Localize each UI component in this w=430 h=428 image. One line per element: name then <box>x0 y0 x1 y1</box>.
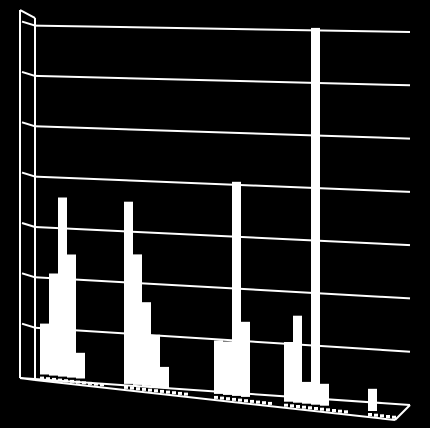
floor-marker <box>338 409 342 413</box>
floor-marker <box>250 399 254 403</box>
floor-marker <box>326 408 330 412</box>
bars <box>40 27 396 419</box>
bar-g1-b3 <box>58 197 67 377</box>
gridline <box>34 74 411 87</box>
bar-g2-b2 <box>133 254 142 385</box>
gridline-depth-tick <box>21 322 36 329</box>
y-axis-depth-line <box>19 9 36 19</box>
floor-marker <box>332 409 336 412</box>
floor-marker <box>226 397 230 401</box>
bar-g4-b2 <box>293 315 302 403</box>
floor-marker <box>392 415 396 419</box>
gridline-depth-tick <box>21 171 36 178</box>
floor-marker <box>178 391 182 395</box>
bar-g4-b4 <box>311 27 320 405</box>
floor-marker <box>124 385 128 389</box>
bar-g2-b3 <box>142 302 151 386</box>
floor-marker <box>380 414 384 418</box>
floor-marker <box>94 382 98 386</box>
floor-marker <box>232 397 236 401</box>
floor-marker <box>100 383 104 387</box>
gridline <box>34 276 411 300</box>
bar-g1-b1 <box>40 323 49 375</box>
floor-marker <box>160 389 164 393</box>
gridline-depth-tick <box>21 70 36 77</box>
floor-marker <box>308 406 312 410</box>
gridlines <box>21 20 411 353</box>
gridline-depth-tick <box>21 121 36 128</box>
bar-g4-b3 <box>302 381 311 404</box>
gridline-depth-tick <box>21 272 36 279</box>
floor-marker <box>314 407 318 410</box>
gridline <box>34 125 411 140</box>
floor-marker <box>136 387 140 391</box>
floor-marker <box>368 413 372 416</box>
gridline <box>34 326 411 353</box>
floor-marker <box>284 403 288 407</box>
floor-marker <box>40 376 44 380</box>
gridline <box>34 175 411 193</box>
gridline-depth-tick <box>21 222 36 228</box>
floor-marker <box>154 389 158 393</box>
floor-marker <box>142 387 146 391</box>
bar-g3-b4 <box>241 321 250 397</box>
bar-g3-b1 <box>214 340 223 394</box>
floor-marker <box>220 396 224 400</box>
gridline-depth-tick <box>21 20 36 27</box>
bar-g1-b5 <box>76 352 85 379</box>
bar-g5-b1 <box>368 388 377 411</box>
floor-marker <box>290 404 294 408</box>
bar-g2-b1 <box>124 201 133 384</box>
floor-marker <box>70 379 74 383</box>
floor-marker <box>302 405 306 409</box>
floor-marker <box>238 398 242 402</box>
bar-g4-b1 <box>284 342 293 402</box>
bar-g1-b4 <box>67 254 76 378</box>
floor-marker <box>386 415 390 418</box>
floor-marker <box>52 377 56 381</box>
bar-g3-b2 <box>223 341 232 395</box>
floor-marker <box>82 381 86 385</box>
floor-marker <box>262 401 266 405</box>
floor-marker <box>374 413 378 417</box>
gridline <box>34 226 411 247</box>
floor-marker <box>320 407 324 411</box>
floor-marker <box>214 395 218 399</box>
floor-marker <box>184 392 188 396</box>
floor-marker <box>64 379 68 383</box>
floor-right-edge <box>394 404 411 421</box>
floor-marker <box>46 377 50 381</box>
floor-marker <box>148 388 152 392</box>
gridline <box>34 24 411 33</box>
floor-marker <box>130 386 134 390</box>
floor-left-edge <box>19 377 36 381</box>
bar-g3-b3 <box>232 181 241 396</box>
floor-marker <box>344 410 348 414</box>
bar-g1-b2 <box>49 273 58 376</box>
bar-g2-b5 <box>160 366 169 388</box>
floor-marker <box>58 378 62 382</box>
bar-g2-b4 <box>151 334 160 387</box>
floor-marker <box>296 405 300 408</box>
bar-g4-b5 <box>320 383 329 406</box>
floor-marker <box>166 390 170 394</box>
floor-marker <box>244 399 248 403</box>
floor-marker <box>256 400 260 404</box>
floor-front-edge <box>34 379 396 421</box>
floor-marker <box>76 380 80 384</box>
floor-marker <box>268 401 272 405</box>
floor-marker <box>172 391 176 395</box>
floor-marker <box>88 381 92 385</box>
